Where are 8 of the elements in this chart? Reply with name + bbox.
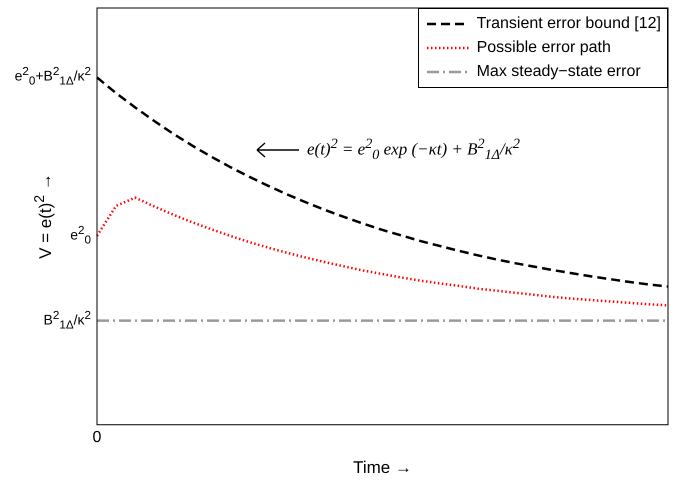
text: e$^{2}$$_{0}$+B$^{2}$$_{1Δ}$/κ$^{2}$: [14, 65, 91, 88]
legend-label: Transient error bound [12]: [476, 15, 661, 33]
x-axis-title: Time →: [352, 458, 413, 478]
annotation: 0: [372, 147, 380, 164]
text: 0: [92, 428, 102, 446]
text: B$^{2}$$_{1Δ}$/κ$^{2}$: [44, 308, 91, 332]
legend-label: Possible error path: [476, 39, 611, 57]
legend-label: Max steady−state error: [476, 63, 641, 81]
